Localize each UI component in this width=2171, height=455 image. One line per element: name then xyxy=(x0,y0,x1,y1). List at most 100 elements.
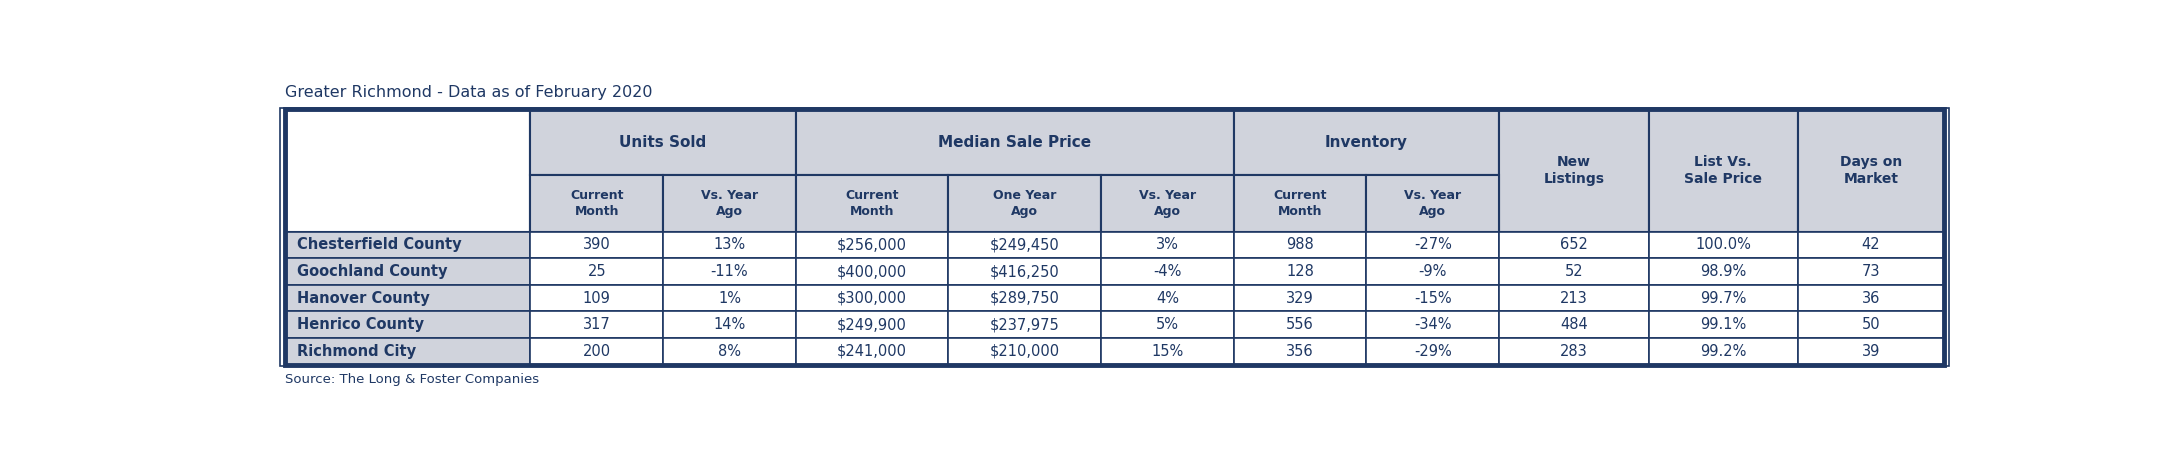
Text: -9%: -9% xyxy=(1418,264,1448,279)
Bar xyxy=(662,285,797,312)
Text: Vs. Year
Ago: Vs. Year Ago xyxy=(1405,189,1461,218)
Text: 99.2%: 99.2% xyxy=(1700,344,1745,359)
Text: -11%: -11% xyxy=(710,264,749,279)
Bar xyxy=(797,312,949,338)
Text: 5%: 5% xyxy=(1155,317,1179,332)
Bar xyxy=(1798,312,1943,338)
Bar xyxy=(1233,338,1366,364)
Bar xyxy=(1500,258,1648,285)
Text: Vs. Year
Ago: Vs. Year Ago xyxy=(1140,189,1196,218)
Bar xyxy=(1500,312,1648,338)
Text: Richmond City: Richmond City xyxy=(297,344,415,359)
Text: 14%: 14% xyxy=(714,317,745,332)
Text: Current
Month: Current Month xyxy=(845,189,899,218)
Bar xyxy=(662,232,797,258)
Bar xyxy=(662,258,797,285)
Bar xyxy=(1101,285,1233,312)
Bar xyxy=(662,312,797,338)
Text: 213: 213 xyxy=(1561,291,1587,306)
Text: 8%: 8% xyxy=(719,344,740,359)
Text: 652: 652 xyxy=(1561,238,1587,253)
Text: Current
Month: Current Month xyxy=(571,189,623,218)
Bar xyxy=(530,338,662,364)
Text: $210,000: $210,000 xyxy=(990,344,1059,359)
Bar xyxy=(1101,258,1233,285)
Text: 356: 356 xyxy=(1285,344,1313,359)
Bar xyxy=(1648,232,1798,258)
Bar xyxy=(1500,338,1648,364)
Text: 13%: 13% xyxy=(714,238,745,253)
Bar xyxy=(284,232,530,258)
Bar xyxy=(530,109,797,175)
Bar xyxy=(1798,338,1943,364)
Text: Hanover County: Hanover County xyxy=(297,291,430,306)
Text: 25: 25 xyxy=(588,264,606,279)
Bar xyxy=(1101,175,1233,232)
Text: Greater Richmond - Data as of February 2020: Greater Richmond - Data as of February 2… xyxy=(284,85,651,100)
Text: Henrico County: Henrico County xyxy=(297,317,423,332)
Bar xyxy=(797,109,1233,175)
Text: -34%: -34% xyxy=(1413,317,1452,332)
Bar xyxy=(662,175,797,232)
Text: 42: 42 xyxy=(1861,238,1880,253)
Text: 484: 484 xyxy=(1561,317,1587,332)
Bar xyxy=(797,175,949,232)
Bar xyxy=(1366,338,1500,364)
Bar xyxy=(797,285,949,312)
Bar xyxy=(284,285,530,312)
Text: 988: 988 xyxy=(1285,238,1313,253)
Bar xyxy=(284,312,530,338)
Bar xyxy=(280,108,1950,366)
Text: Current
Month: Current Month xyxy=(1274,189,1326,218)
Bar xyxy=(797,232,949,258)
Bar xyxy=(949,258,1101,285)
Text: $249,450: $249,450 xyxy=(990,238,1059,253)
Bar xyxy=(1366,285,1500,312)
Bar xyxy=(1101,312,1233,338)
Bar xyxy=(949,312,1101,338)
Text: Goochland County: Goochland County xyxy=(297,264,447,279)
Bar xyxy=(1366,175,1500,232)
Bar xyxy=(284,109,530,232)
Bar xyxy=(1648,285,1798,312)
Bar xyxy=(1233,285,1366,312)
Text: 36: 36 xyxy=(1861,291,1880,306)
Bar xyxy=(1233,175,1366,232)
Bar xyxy=(284,258,530,285)
Bar xyxy=(1648,109,1798,232)
Text: 15%: 15% xyxy=(1151,344,1183,359)
Bar xyxy=(1366,232,1500,258)
Bar xyxy=(530,258,662,285)
Bar xyxy=(949,232,1101,258)
Bar xyxy=(1233,109,1500,175)
Bar xyxy=(1798,109,1943,232)
Bar xyxy=(949,175,1101,232)
Text: Inventory: Inventory xyxy=(1324,135,1409,150)
Text: $416,250: $416,250 xyxy=(990,264,1059,279)
Bar xyxy=(1233,312,1366,338)
Text: 283: 283 xyxy=(1561,344,1587,359)
Text: 109: 109 xyxy=(582,291,610,306)
Text: New
Listings: New Listings xyxy=(1544,155,1604,186)
Text: 4%: 4% xyxy=(1155,291,1179,306)
Bar xyxy=(1648,312,1798,338)
Bar xyxy=(949,338,1101,364)
Text: Days on
Market: Days on Market xyxy=(1839,155,1902,186)
Text: $249,900: $249,900 xyxy=(838,317,907,332)
Bar xyxy=(949,285,1101,312)
Text: 200: 200 xyxy=(582,344,610,359)
Text: 100.0%: 100.0% xyxy=(1696,238,1752,253)
Text: $400,000: $400,000 xyxy=(838,264,907,279)
Text: 329: 329 xyxy=(1285,291,1313,306)
Text: List Vs.
Sale Price: List Vs. Sale Price xyxy=(1685,155,1763,186)
Text: -29%: -29% xyxy=(1413,344,1452,359)
Text: 128: 128 xyxy=(1285,264,1313,279)
Bar xyxy=(530,285,662,312)
Bar xyxy=(530,232,662,258)
Text: 556: 556 xyxy=(1285,317,1313,332)
Bar xyxy=(284,109,1943,364)
Text: One Year
Ago: One Year Ago xyxy=(992,189,1057,218)
Bar xyxy=(1500,285,1648,312)
Text: Chesterfield County: Chesterfield County xyxy=(297,238,460,253)
Text: $256,000: $256,000 xyxy=(838,238,907,253)
